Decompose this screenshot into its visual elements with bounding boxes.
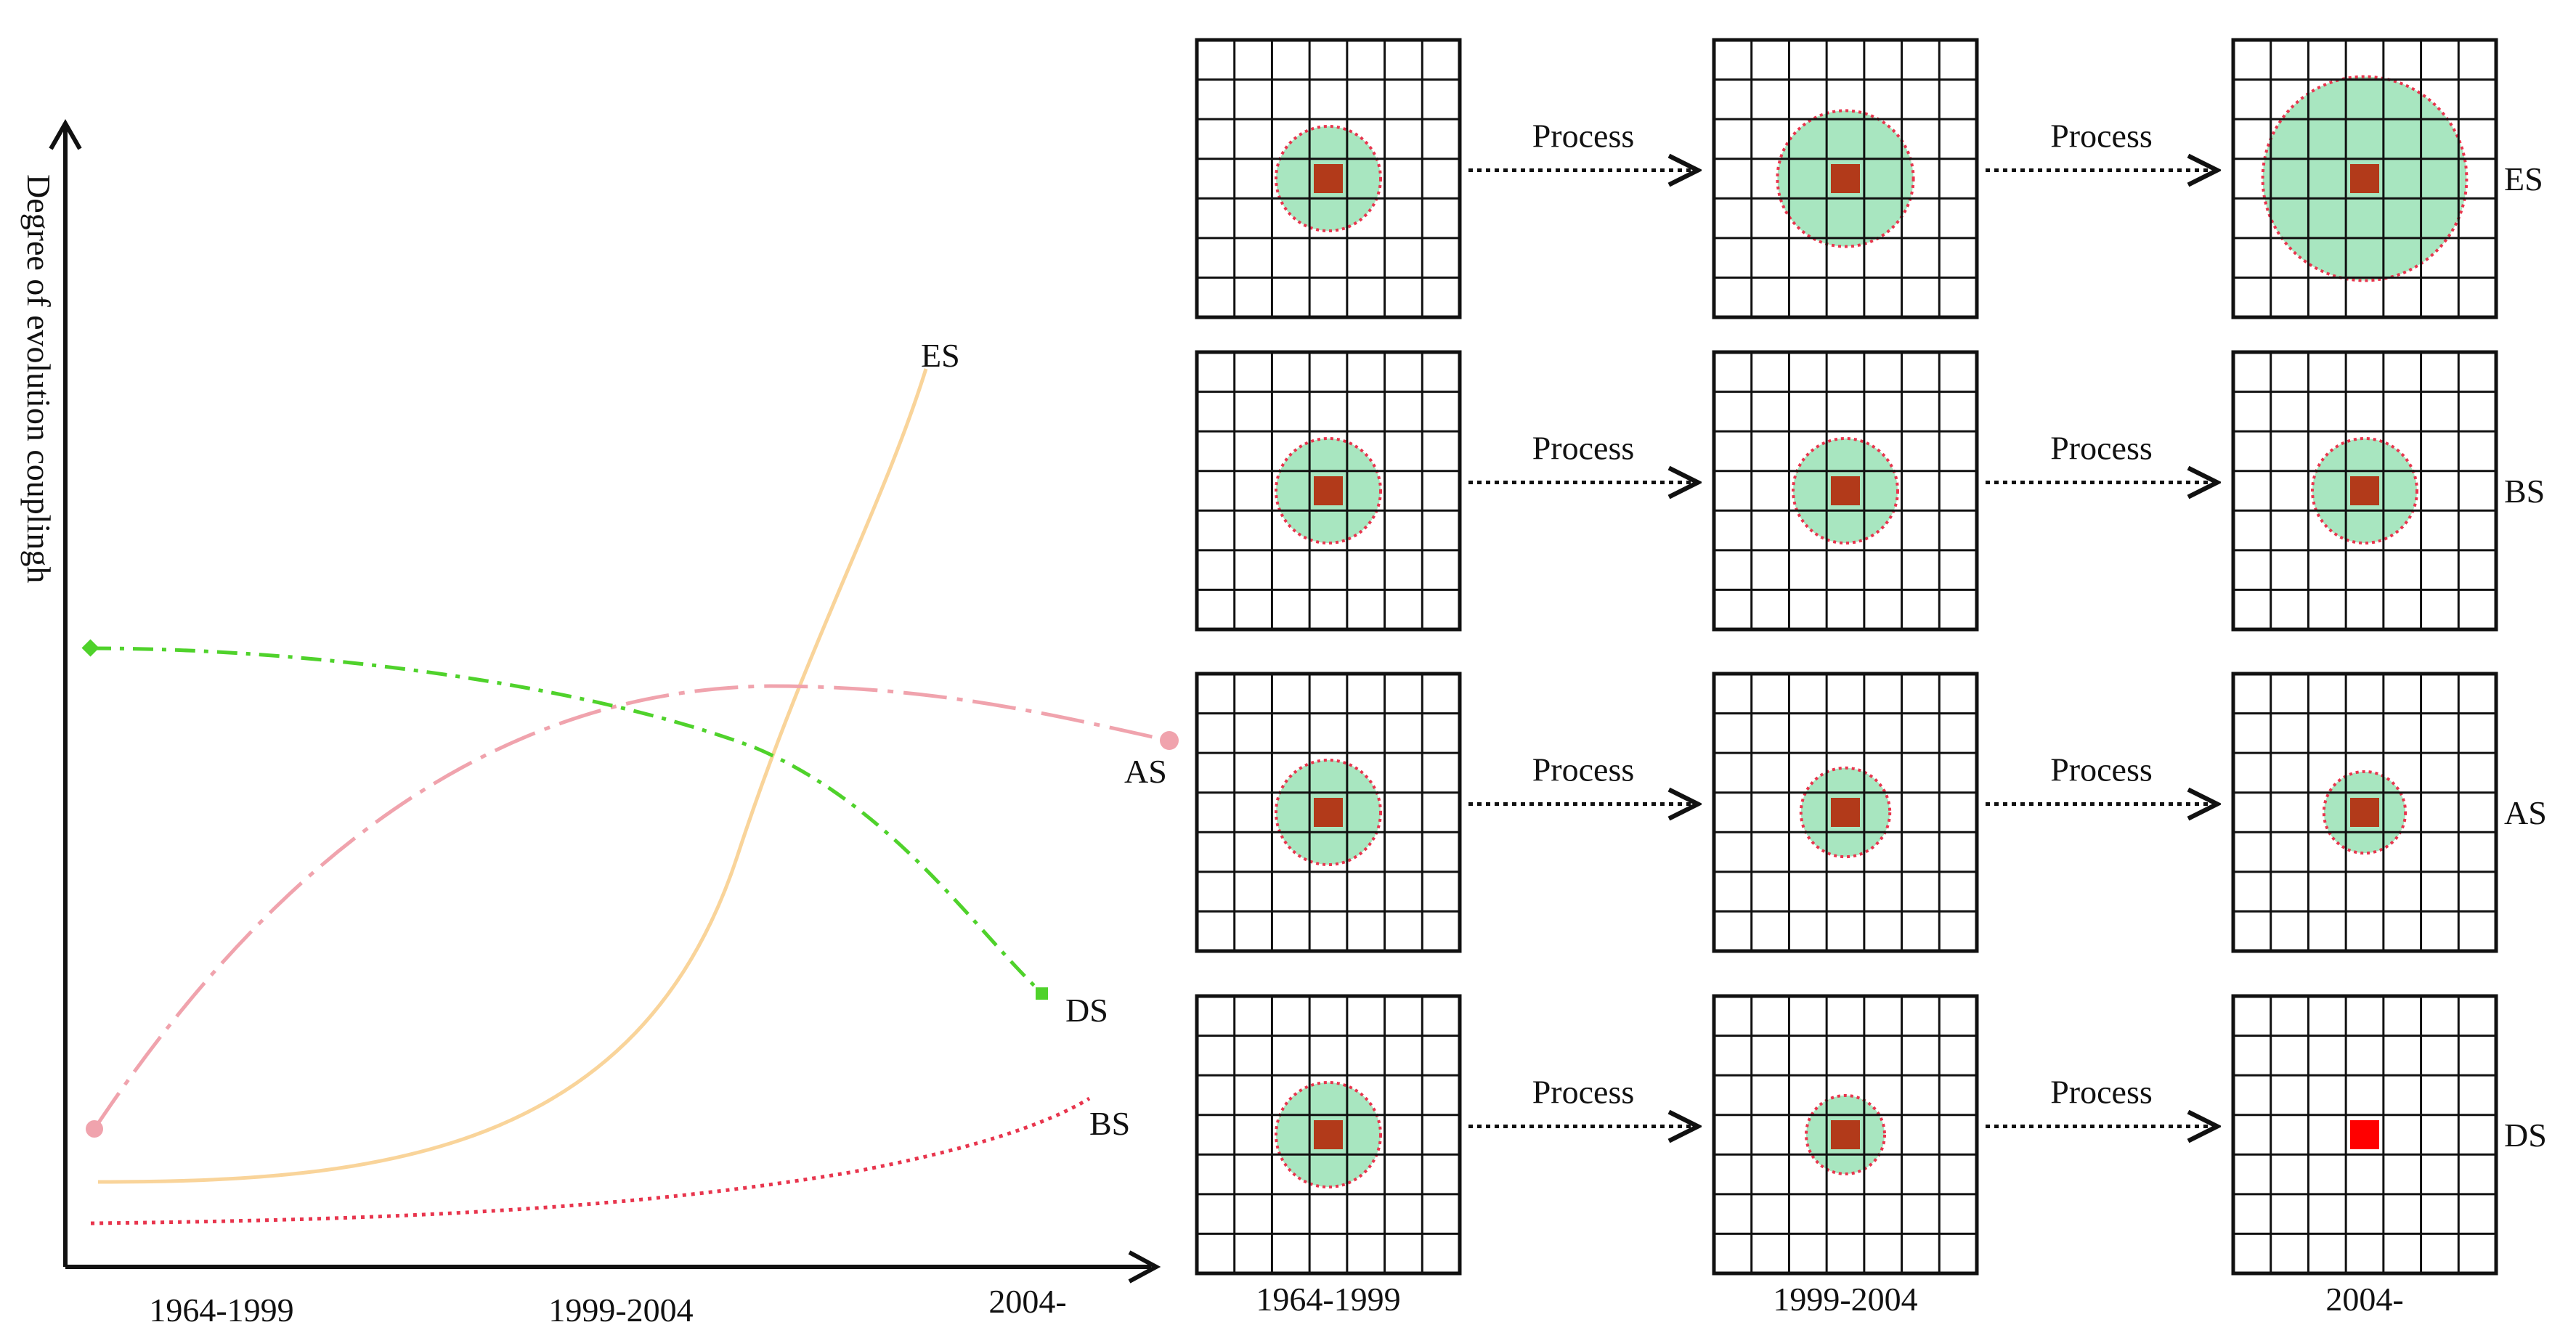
process-label: Process bbox=[2050, 118, 2153, 155]
grid-border bbox=[1195, 994, 1462, 1276]
series-es-label: ES bbox=[921, 337, 960, 374]
process-label: Process bbox=[2050, 751, 2153, 788]
x-tick-1964-1999: 1964-1999 bbox=[149, 1292, 293, 1329]
grid-panel-ds-1 bbox=[1195, 994, 1462, 1276]
grid-panel-as-1 bbox=[1195, 672, 1462, 953]
x-tick-1999-2004: 1999-2004 bbox=[548, 1292, 693, 1329]
grid-panel-es-2 bbox=[1712, 38, 1979, 319]
process-label: Process bbox=[2050, 1074, 2153, 1111]
center-cell bbox=[1314, 164, 1343, 193]
center-cell bbox=[2350, 476, 2379, 505]
series-ds-end-marker bbox=[1036, 987, 1048, 1000]
row-label-as: AS bbox=[2504, 794, 2547, 831]
series-ds-start-marker bbox=[81, 639, 99, 657]
center-cell bbox=[2350, 1120, 2379, 1149]
grid-panel-ds-3 bbox=[2231, 994, 2498, 1276]
grid-border bbox=[2231, 38, 2498, 319]
series-bs-label: BS bbox=[1089, 1105, 1130, 1142]
grid-panel-as-2 bbox=[1712, 672, 1979, 953]
y-axis-arrow bbox=[49, 118, 82, 150]
grid-panel-es-3 bbox=[2231, 38, 2498, 319]
row-label-es: ES bbox=[2504, 160, 2543, 197]
center-cell bbox=[2350, 164, 2379, 193]
center-cell bbox=[1314, 1120, 1343, 1149]
grid-panel-bs-2 bbox=[1712, 350, 1979, 632]
process-label: Process bbox=[1532, 1074, 1635, 1111]
left-chart: Degree of evolution couplingh 1964-1999 … bbox=[20, 118, 1179, 1329]
y-axis-label: Degree of evolution couplingh bbox=[20, 174, 57, 583]
series-as-start-marker bbox=[86, 1120, 103, 1138]
center-cell bbox=[1831, 476, 1860, 505]
row-label-bs: BS bbox=[2504, 473, 2545, 510]
center-cell bbox=[1831, 1120, 1860, 1149]
column-label-3: 2004- bbox=[2325, 1281, 2403, 1318]
process-label: Process bbox=[1532, 751, 1635, 788]
column-label-2: 1999-2004 bbox=[1773, 1281, 1917, 1318]
series-as-end-marker bbox=[1160, 731, 1179, 750]
grid-border bbox=[2231, 994, 2498, 1276]
center-cell bbox=[1831, 164, 1860, 193]
x-axis-arrow bbox=[1128, 1250, 1161, 1284]
center-cell bbox=[1314, 798, 1343, 827]
center-cell bbox=[1314, 476, 1343, 505]
series-es-line bbox=[97, 368, 928, 1184]
series-ds-line bbox=[90, 646, 1044, 995]
process-label: Process bbox=[1532, 118, 1635, 155]
grid-panel-bs-1 bbox=[1195, 350, 1462, 632]
grid-border bbox=[1712, 350, 1979, 632]
x-tick-2004: 2004- bbox=[988, 1283, 1066, 1320]
center-cell bbox=[1831, 798, 1860, 827]
center-cell bbox=[2350, 798, 2379, 827]
grid-panel-bs-3 bbox=[2231, 350, 2498, 632]
grid-border bbox=[1195, 38, 1462, 319]
grid-border bbox=[1195, 672, 1462, 953]
grid-border bbox=[1712, 38, 1979, 319]
right-diagram: Process Process ES Process Process BS Process P… bbox=[1195, 38, 2547, 1318]
process-label: Process bbox=[2050, 430, 2153, 467]
series-as-label: AS bbox=[1124, 753, 1167, 790]
series-as-line bbox=[92, 684, 1170, 1130]
grid-panel-as-3 bbox=[2231, 672, 2498, 953]
series-bs-line bbox=[90, 1096, 1091, 1225]
row-label-ds: DS bbox=[2504, 1117, 2547, 1154]
grid-border bbox=[1195, 350, 1462, 632]
grid-border bbox=[1712, 672, 1979, 953]
process-label: Process bbox=[1532, 430, 1635, 467]
column-label-1: 1964-1999 bbox=[1256, 1281, 1400, 1318]
grid-panel-ds-2 bbox=[1712, 994, 1979, 1276]
grid-border bbox=[2231, 350, 2498, 632]
grid-border bbox=[1712, 994, 1979, 1276]
series-ds-label: DS bbox=[1065, 992, 1108, 1029]
grid-panel-es-1 bbox=[1195, 38, 1462, 319]
grid-border bbox=[2231, 672, 2498, 953]
